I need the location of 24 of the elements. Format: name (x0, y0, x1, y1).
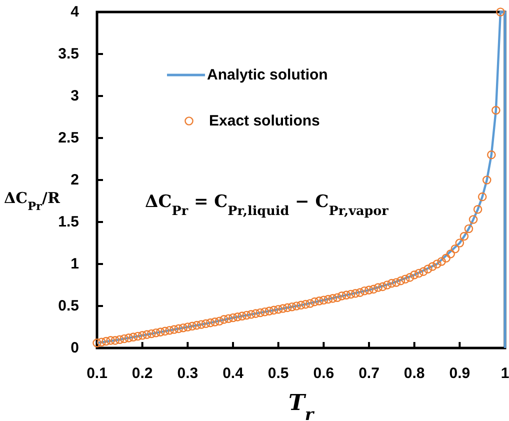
y-tick-label: 0 (70, 340, 79, 356)
x-tick-label: 0.1 (86, 365, 108, 382)
y-tick-label: 2.5 (58, 130, 79, 146)
x-tick-label: 0.6 (313, 365, 334, 382)
legend-label: Analytic solution (207, 66, 328, 84)
y-tick-label: 2 (70, 172, 79, 188)
x-tick-label: 0.9 (449, 365, 470, 382)
x-tick-label: 1 (500, 365, 509, 382)
x-tick-label: 0.8 (404, 365, 425, 382)
y-tick-label: 3 (70, 88, 79, 104)
y-tick-label: 3.5 (58, 46, 79, 62)
x-tick-label: 0.4 (222, 365, 244, 382)
y-tick-label: 0.5 (58, 298, 79, 314)
x-tick-label: 0.3 (177, 365, 198, 382)
x-tick-label: 0.7 (358, 365, 380, 382)
x-tick-label: 0.2 (132, 365, 153, 382)
legend-label: Exact solutions (209, 112, 320, 130)
x-tick-label: 0.5 (268, 365, 289, 382)
y-axis-title: ΔC$_{Pr}$/R (4, 189, 60, 213)
x-axis-title: T$_{r}$ (288, 390, 315, 421)
y-tick-label: 1 (70, 256, 79, 272)
y-tick-label: 1.5 (58, 214, 79, 230)
annotation: ΔC$_{Pr}$ = C$_{Pr,liquid}$ − C$_{Pr,vapor}$ (145, 192, 389, 218)
y-tick-label: 4 (70, 4, 80, 20)
